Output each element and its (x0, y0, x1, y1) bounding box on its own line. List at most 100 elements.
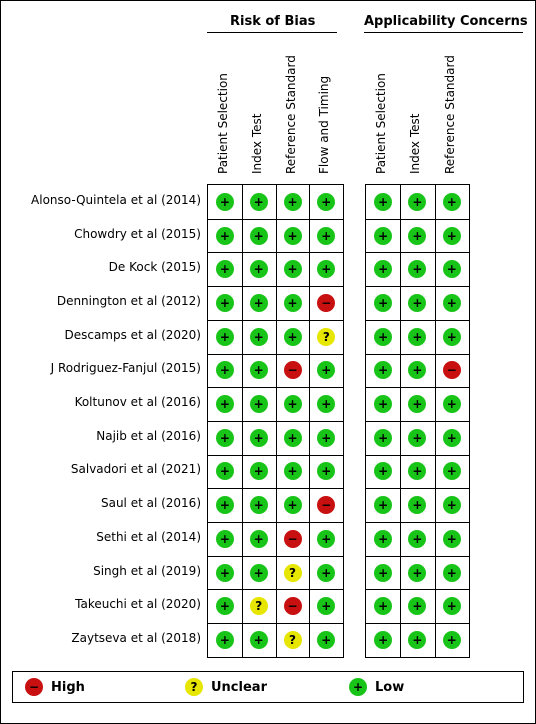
ac-low-marker: + (374, 293, 393, 312)
legend-label: High (51, 679, 85, 695)
study-label: Singh et al (2019) (93, 563, 201, 578)
ac-low-marker: + (442, 226, 461, 245)
study-label: Takeuchi et al (2020) (75, 597, 201, 612)
ac-low-marker: + (374, 192, 393, 211)
rob-low-marker: + (249, 529, 268, 548)
rob-low-marker: + (215, 428, 234, 447)
grid-row-divider (208, 286, 344, 288)
ac-low-marker: + (408, 361, 427, 380)
ac-low-marker: + (374, 395, 393, 414)
grid-row-divider (366, 589, 469, 591)
column-label: Flow and Timing (317, 75, 332, 174)
rob-high-marker: − (317, 293, 336, 312)
rob-low-marker: + (215, 395, 234, 414)
ac-low-marker: + (408, 395, 427, 414)
study-label: Koltunov et al (2016) (74, 395, 201, 410)
legend-unclear-marker: ? (185, 678, 203, 696)
rob-low-marker: + (317, 226, 336, 245)
ac-low-marker: + (374, 226, 393, 245)
applicability-grid: + + + + + + + + + + + + + + + + + − + + + + + + + + + + + + + + + + + + + + + +… (365, 184, 470, 658)
rob-low-marker: + (249, 327, 268, 346)
rob-low-marker: + (249, 395, 268, 414)
rob-unclear-marker: ? (283, 630, 302, 649)
study-label: Chowdry et al (2015) (74, 226, 201, 241)
ac-low-marker: + (442, 260, 461, 279)
rob-low-marker: + (215, 327, 234, 346)
rob-low-marker: + (283, 260, 302, 279)
grid-row-divider (366, 454, 469, 456)
ac-low-marker: + (442, 327, 461, 346)
ac-low-marker: + (408, 630, 427, 649)
ac-low-marker: + (374, 630, 393, 649)
ac-low-marker: + (408, 260, 427, 279)
applicability-concerns-underline (364, 32, 523, 33)
study-label: Sethi et al (2014) (96, 529, 201, 544)
rob-low-marker: + (215, 630, 234, 649)
grid-row-divider (208, 319, 344, 321)
grid-row-divider (208, 454, 344, 456)
ac-low-marker: + (408, 529, 427, 548)
rob-low-marker: + (317, 462, 336, 481)
rob-low-marker: + (283, 226, 302, 245)
grid-row-divider (366, 353, 469, 355)
study-label: Zaytseva et al (2018) (71, 630, 201, 645)
grid-row-divider (208, 252, 344, 254)
ac-low-marker: + (408, 563, 427, 582)
rob-low-marker: + (215, 260, 234, 279)
study-label: Najib et al (2016) (96, 428, 201, 443)
grid-row-divider (208, 555, 344, 557)
rob-low-marker: + (249, 226, 268, 245)
rob-low-marker: + (249, 496, 268, 515)
rob-low-marker: + (317, 428, 336, 447)
ac-low-marker: + (442, 395, 461, 414)
study-label: Saul et al (2016) (100, 496, 201, 511)
legend-low-marker: + (349, 678, 367, 696)
ac-low-marker: + (374, 361, 393, 380)
study-label: Dennington et al (2012) (56, 293, 201, 308)
legend-label: Low (375, 679, 405, 695)
ac-low-marker: + (374, 462, 393, 481)
ac-low-marker: + (408, 226, 427, 245)
legend-item-high: − High (25, 678, 85, 696)
rob-high-marker: − (283, 529, 302, 548)
rob-high-marker: − (283, 597, 302, 616)
rob-low-marker: + (283, 192, 302, 211)
rob-low-marker: + (215, 496, 234, 515)
ac-low-marker: + (408, 192, 427, 211)
rob-low-marker: + (283, 496, 302, 515)
column-label: Patient Selection (374, 73, 389, 174)
ac-low-marker: + (442, 630, 461, 649)
ac-low-marker: + (442, 462, 461, 481)
grid-row-divider (208, 353, 344, 355)
rob-low-marker: + (215, 293, 234, 312)
ac-low-marker: + (408, 496, 427, 515)
column-label: Reference Standard (442, 55, 457, 174)
legend-high-marker: − (25, 678, 43, 696)
rob-low-marker: + (249, 293, 268, 312)
column-label: Index Test (249, 113, 264, 174)
ac-low-marker: + (374, 597, 393, 616)
rob-low-marker: + (215, 563, 234, 582)
rob-low-marker: + (317, 361, 336, 380)
grid-row-divider (366, 623, 469, 625)
grid-row-divider (366, 420, 469, 422)
grid-row-divider (366, 319, 469, 321)
legend-item-unclear: ? Unclear (185, 678, 267, 696)
grid-row-divider (208, 589, 344, 591)
rob-low-marker: + (283, 462, 302, 481)
ac-low-marker: + (408, 462, 427, 481)
ac-high-marker: − (442, 361, 461, 380)
rob-low-marker: + (249, 260, 268, 279)
grid-row-divider (208, 218, 344, 220)
rob-low-marker: + (249, 192, 268, 211)
rob-low-marker: + (317, 563, 336, 582)
rob-low-marker: + (283, 395, 302, 414)
study-label: Alonso-Quintela et al (2014) (31, 192, 201, 207)
rob-low-marker: + (215, 597, 234, 616)
rob-low-marker: + (215, 462, 234, 481)
column-label: Reference Standard (283, 55, 298, 174)
rob-low-marker: + (317, 597, 336, 616)
grid-row-divider (366, 286, 469, 288)
rob-low-marker: + (249, 563, 268, 582)
